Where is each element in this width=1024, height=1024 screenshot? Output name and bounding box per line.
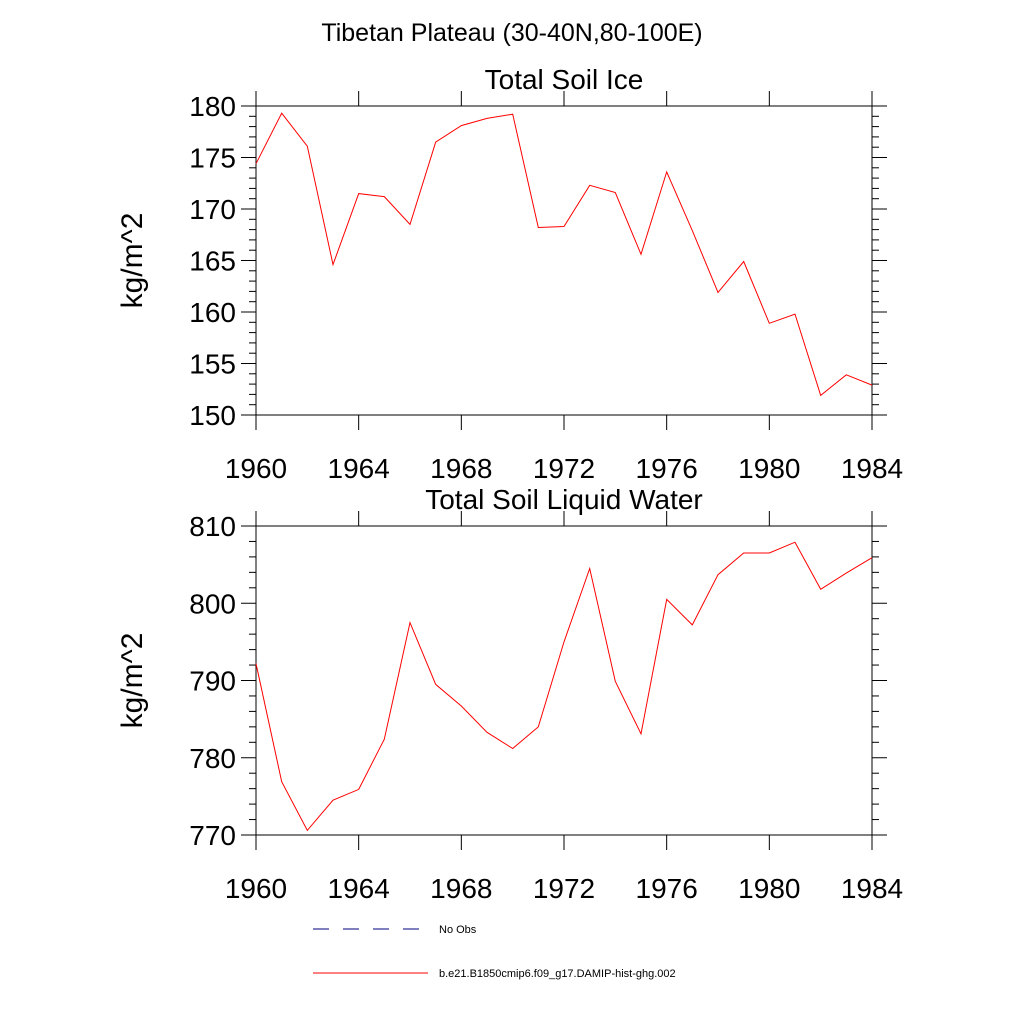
x-tick-label: 1968: [430, 453, 492, 484]
x-tick-label: 1980: [738, 873, 800, 904]
legend: No Obs b.e21.B1850cmip6.f09_g17.DAMIP-hi…: [313, 924, 676, 980]
y-tick-label: 790: [189, 666, 236, 697]
series-line: [255, 541, 873, 832]
y-axis-label: kg/m^2: [116, 213, 149, 309]
chart-panel-soil-ice: Total Soil Ice kg/m^2 1960 1964 1968 1972 1976…: [116, 64, 903, 484]
x-tick-label: 1984: [841, 873, 903, 904]
x-tick-label: 1972: [533, 453, 595, 484]
y-tick-label: 160: [189, 297, 236, 328]
chart-title: Total Soil Ice: [485, 64, 644, 95]
x-tick-label: 1980: [738, 453, 800, 484]
figure-title: Tibetan Plateau (30-40N,80-100E): [321, 19, 702, 47]
plot-frame: [255, 105, 873, 416]
y-tick-label: 150: [189, 400, 236, 431]
y-tick-label: 175: [189, 143, 236, 174]
plot-frame: [255, 525, 873, 836]
x-tick-label: 1964: [328, 873, 390, 904]
y-tick-label: 180: [189, 91, 236, 122]
y-axis-label: kg/m^2: [116, 633, 149, 729]
legend-label-model: b.e21.B1850cmip6.f09_g17.DAMIP-hist-ghg.…: [439, 968, 676, 980]
x-tick-label: 1972: [533, 873, 595, 904]
x-tick-label: 1960: [225, 873, 287, 904]
chart-title: Total Soil Liquid Water: [425, 484, 703, 515]
y-tick-label: 780: [189, 743, 236, 774]
y-tick-label: 770: [189, 820, 236, 851]
x-tick-label: 1960: [225, 453, 287, 484]
y-tick-label: 155: [189, 349, 236, 380]
x-tick-label: 1984: [841, 453, 903, 484]
x-tick-label: 1976: [636, 873, 698, 904]
series-line: [255, 112, 873, 397]
x-tick-label: 1976: [636, 453, 698, 484]
x-tick-label: 1964: [328, 453, 390, 484]
y-tick-label: 810: [189, 511, 236, 542]
y-tick-label: 165: [189, 246, 236, 277]
x-tick-label: 1968: [430, 873, 492, 904]
chart-panel-soil-liquid-water: Total Soil Liquid Water kg/m^2 1960 1964 196…: [116, 484, 903, 904]
y-tick-label: 170: [189, 194, 236, 225]
legend-label-no-obs: No Obs: [439, 924, 477, 936]
y-tick-label: 800: [189, 588, 236, 619]
